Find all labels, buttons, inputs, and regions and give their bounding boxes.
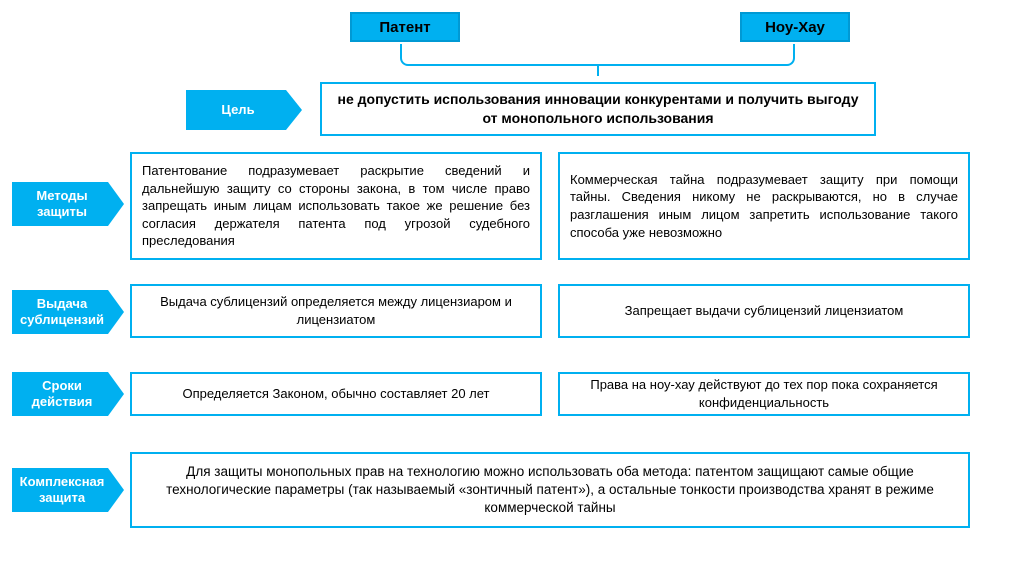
label-goal-text: Цель	[221, 102, 254, 118]
box-goal-text: не допустить использования инновации кон…	[332, 90, 864, 128]
box-sublicense-left-text: Выдача сублицензий определяется между ли…	[142, 293, 530, 328]
header-knowhow-text: Ноу-Хау	[765, 19, 825, 36]
header-bracket	[400, 44, 795, 66]
label-methods: Методы защиты	[12, 182, 108, 226]
box-complex: Для защиты монопольных прав на технологи…	[130, 452, 970, 528]
label-goal: Цель	[186, 90, 286, 130]
box-methods-left: Патентование подразумевает раскрытие све…	[130, 152, 542, 260]
box-terms-left-text: Определяется Законом, обычно составляет …	[182, 385, 489, 403]
header-patent-text: Патент	[379, 19, 430, 36]
label-terms: Сроки действия	[12, 372, 108, 416]
label-sublicense: Выдача сублицензий	[12, 290, 108, 334]
header-patent: Патент	[350, 12, 460, 42]
label-complex-text: Комплексная защита	[20, 474, 105, 507]
label-sublicense-text: Выдача сублицензий	[20, 296, 104, 329]
box-methods-right-text: Коммерческая тайна подразумевает защиту …	[570, 171, 958, 241]
label-terms-text: Сроки действия	[22, 378, 102, 411]
label-methods-text: Методы защиты	[22, 188, 102, 221]
box-terms-left: Определяется Законом, обычно составляет …	[130, 372, 542, 416]
header-knowhow: Ноу-Хау	[740, 12, 850, 42]
box-methods-left-text: Патентование подразумевает раскрытие све…	[142, 162, 530, 250]
label-complex: Комплексная защита	[12, 468, 108, 512]
box-sublicense-left: Выдача сублицензий определяется между ли…	[130, 284, 542, 338]
box-goal: не допустить использования инновации кон…	[320, 82, 876, 136]
box-sublicense-right: Запрещает выдачи сублицензий лицензиатом	[558, 284, 970, 338]
box-complex-text: Для защиты монопольных прав на технологи…	[142, 463, 958, 518]
box-sublicense-right-text: Запрещает выдачи сублицензий лицензиатом	[625, 302, 904, 320]
box-terms-right: Права на ноу-хау действуют до тех пор по…	[558, 372, 970, 416]
box-terms-right-text: Права на ноу-хау действуют до тех пор по…	[570, 376, 958, 411]
box-methods-right: Коммерческая тайна подразумевает защиту …	[558, 152, 970, 260]
